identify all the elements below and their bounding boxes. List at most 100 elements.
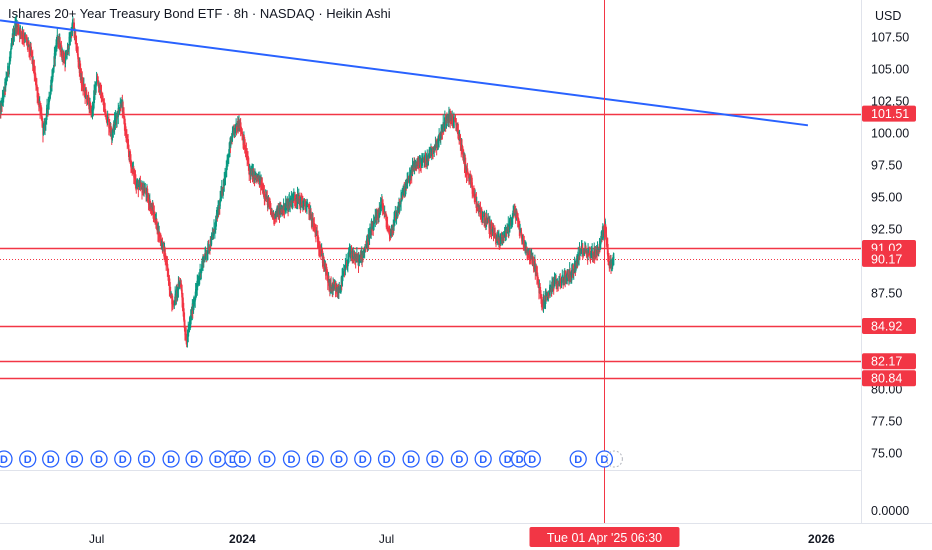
currency-label[interactable]: USD	[875, 9, 901, 23]
dividend-marker[interactable]: D	[306, 450, 324, 468]
dividend-circle	[450, 450, 469, 468]
y-tick-label: 77.50	[871, 415, 902, 429]
dividend-marker[interactable]: D	[426, 450, 444, 468]
dividend-marker[interactable]: D	[569, 450, 587, 468]
dividend-label: D	[600, 454, 608, 466]
y-tick-label-lower-pane: 0.0000	[871, 504, 909, 518]
dividend-label: D	[167, 454, 175, 466]
dividend-circle	[377, 450, 396, 468]
dividend-marker[interactable]: D	[330, 450, 348, 468]
dividend-marker[interactable]: D	[162, 450, 180, 468]
dividend-label: D	[359, 454, 367, 466]
dividend-label: D	[95, 454, 103, 466]
dividend-circle	[595, 450, 614, 468]
dividend-marker[interactable]: D	[523, 450, 541, 468]
dividend-label: D	[479, 454, 487, 466]
level-price-tag-bg	[862, 370, 916, 387]
candle-body	[226, 169, 228, 171]
y-tick-label: 95.00	[871, 191, 902, 205]
dividend-marker[interactable]: D	[65, 450, 84, 468]
dividend-label: D	[407, 454, 415, 466]
crosshair-time-tag	[529, 527, 680, 547]
dividend-marker[interactable]: D	[450, 450, 469, 468]
candle-body	[365, 247, 367, 249]
dividend-circle	[19, 450, 37, 468]
price-scale[interactable]: USD 107.50 105.00 102.50 100.00 97.50 95.00 92.…	[871, 9, 909, 518]
dividend-marker[interactable]: D	[19, 450, 37, 468]
x-tick-label: 2026	[808, 532, 835, 546]
dividend-circle	[282, 450, 301, 468]
dividend-circle	[402, 450, 420, 468]
dividend-circle	[0, 450, 13, 468]
dividend-label: D	[383, 454, 391, 466]
dividend-marker[interactable]: D	[0, 450, 13, 468]
dividend-circle	[233, 450, 252, 468]
dividend-label: D	[528, 454, 536, 466]
dividend-marker[interactable]: D	[233, 450, 252, 468]
dividend-marker[interactable]: D	[499, 450, 517, 468]
dividend-circle	[306, 450, 324, 468]
dividend-label: D	[335, 454, 343, 466]
dividend-label: D	[516, 454, 524, 466]
dividend-circle	[258, 450, 276, 468]
y-tick-label: 92.50	[871, 223, 902, 237]
last-price-tag-bg	[862, 250, 916, 267]
chart-title: Ishares 20+ Year Treasury Bond ETF · 8h …	[8, 6, 391, 21]
dividend-circle	[42, 450, 60, 468]
dividend-marker[interactable]: D	[474, 450, 492, 468]
dividend-label: D	[229, 454, 237, 466]
dividend-circle	[474, 450, 492, 468]
level-price-tag: 101.51	[871, 107, 909, 121]
dividend-label: D	[574, 454, 582, 466]
dividend-marker[interactable]: D	[377, 450, 396, 468]
level-price-tag: 84.92	[871, 320, 902, 334]
trendline-layer[interactable]	[0, 19, 809, 127]
dividend-label: D	[288, 454, 296, 466]
candle-body	[173, 303, 175, 305]
time-scale[interactable]: Jul 2024 Jul 2026 Tue 01 Apr '25 06:30	[89, 527, 835, 547]
dividend-marker[interactable]: D	[42, 450, 60, 468]
level-price-tag-bg	[862, 105, 916, 122]
dividend-label: D	[70, 454, 78, 466]
crosshair-time-label: Tue 01 Apr '25 06:30	[547, 531, 662, 545]
y-tick-label: 100.00	[871, 127, 909, 141]
dividend-label: D	[214, 454, 222, 466]
candle-body	[206, 253, 208, 255]
dividend-marker[interactable]: D	[185, 450, 203, 468]
dividend-marker[interactable]: D	[137, 450, 156, 468]
dividend-circle	[330, 450, 348, 468]
dividend-pending-icon	[605, 450, 623, 468]
dividend-label: D	[0, 454, 8, 466]
last-price-tag: 90.17	[871, 252, 902, 266]
x-tick-label: 2024	[229, 532, 256, 546]
dividend-marker[interactable]: D	[114, 450, 132, 468]
dividend-marker[interactable]: D	[282, 450, 301, 468]
dividend-circle	[354, 450, 372, 468]
x-tick-label: Jul	[379, 532, 394, 546]
dividend-circle	[114, 450, 132, 468]
dividend-marker[interactable]: D	[595, 450, 614, 468]
candle-body	[613, 256, 615, 258]
dividend-label: D	[311, 454, 319, 466]
dividend-label: D	[455, 454, 463, 466]
dividend-circle	[523, 450, 541, 468]
y-tick-label: 105.00	[871, 63, 909, 77]
dividend-marker[interactable]: D	[354, 450, 372, 468]
dividend-marker[interactable]: D	[258, 450, 276, 468]
dividend-circle	[162, 450, 180, 468]
dividend-label: D	[238, 454, 246, 466]
dividend-marker[interactable]: D	[209, 450, 227, 468]
dividend-label: D	[504, 454, 512, 466]
candles	[0, 15, 615, 348]
level-price-tag: 82.17	[871, 355, 902, 369]
dividend-label: D	[119, 454, 127, 466]
trendline[interactable]	[0, 19, 809, 127]
dividend-marker[interactable]: D	[90, 450, 108, 468]
y-tick-label: 87.50	[871, 287, 902, 301]
dividend-marker[interactable]: D	[402, 450, 420, 468]
level-price-tag-bg	[862, 353, 916, 370]
